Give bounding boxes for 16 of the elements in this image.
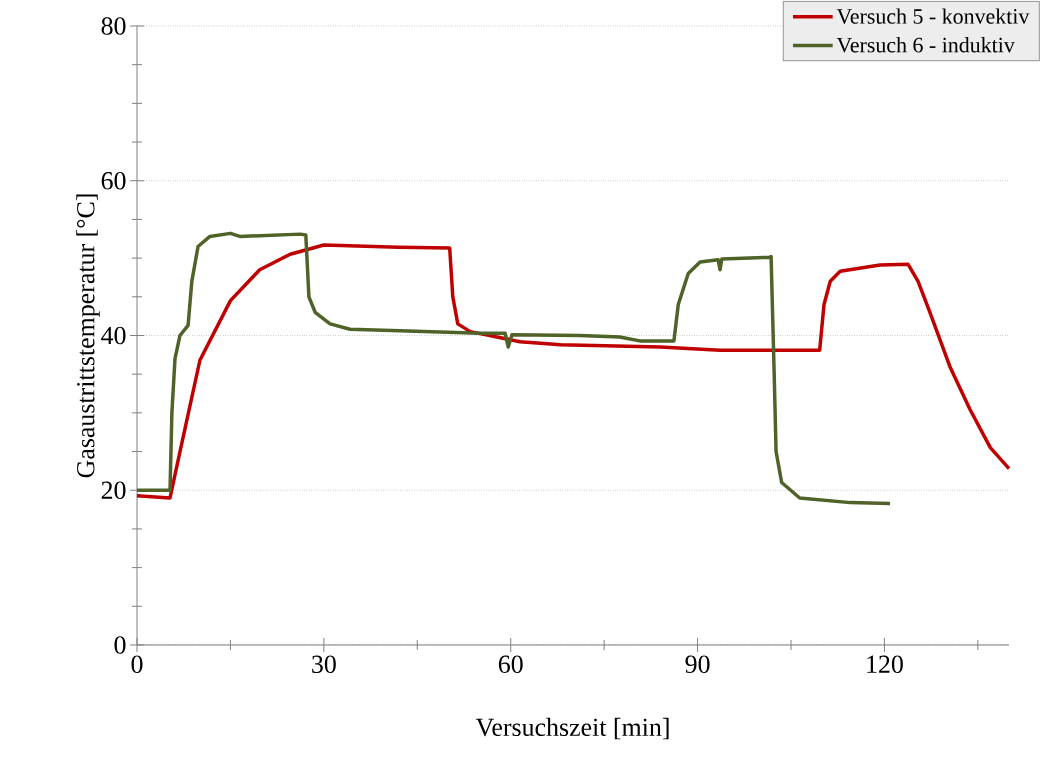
x-tick-label: 90 — [685, 655, 710, 673]
line-series — [135, 231, 892, 506]
line-series — [135, 243, 1011, 500]
x-axis-title: Versuchszeit [min] — [475, 717, 669, 740]
legend-label: Versuch 6 - induktiv — [836, 37, 1015, 53]
y-tick-label: 0 — [114, 636, 126, 654]
y-tick-label: 20 — [101, 481, 126, 499]
y-tick-label: 40 — [101, 326, 126, 345]
y-tick-label: 80 — [101, 17, 126, 35]
y-tick-label: 60 — [101, 171, 126, 190]
x-tick-label: 60 — [498, 655, 523, 673]
y-axis-title: Gasaustrittstemperatur [°C] — [76, 194, 100, 478]
x-tick-label: 0 — [131, 655, 143, 673]
x-tick-label: 120 — [867, 655, 903, 673]
x-tick-label: 30 — [312, 655, 336, 673]
legend-label: Versuch 5 - konvektiv — [836, 8, 1030, 24]
